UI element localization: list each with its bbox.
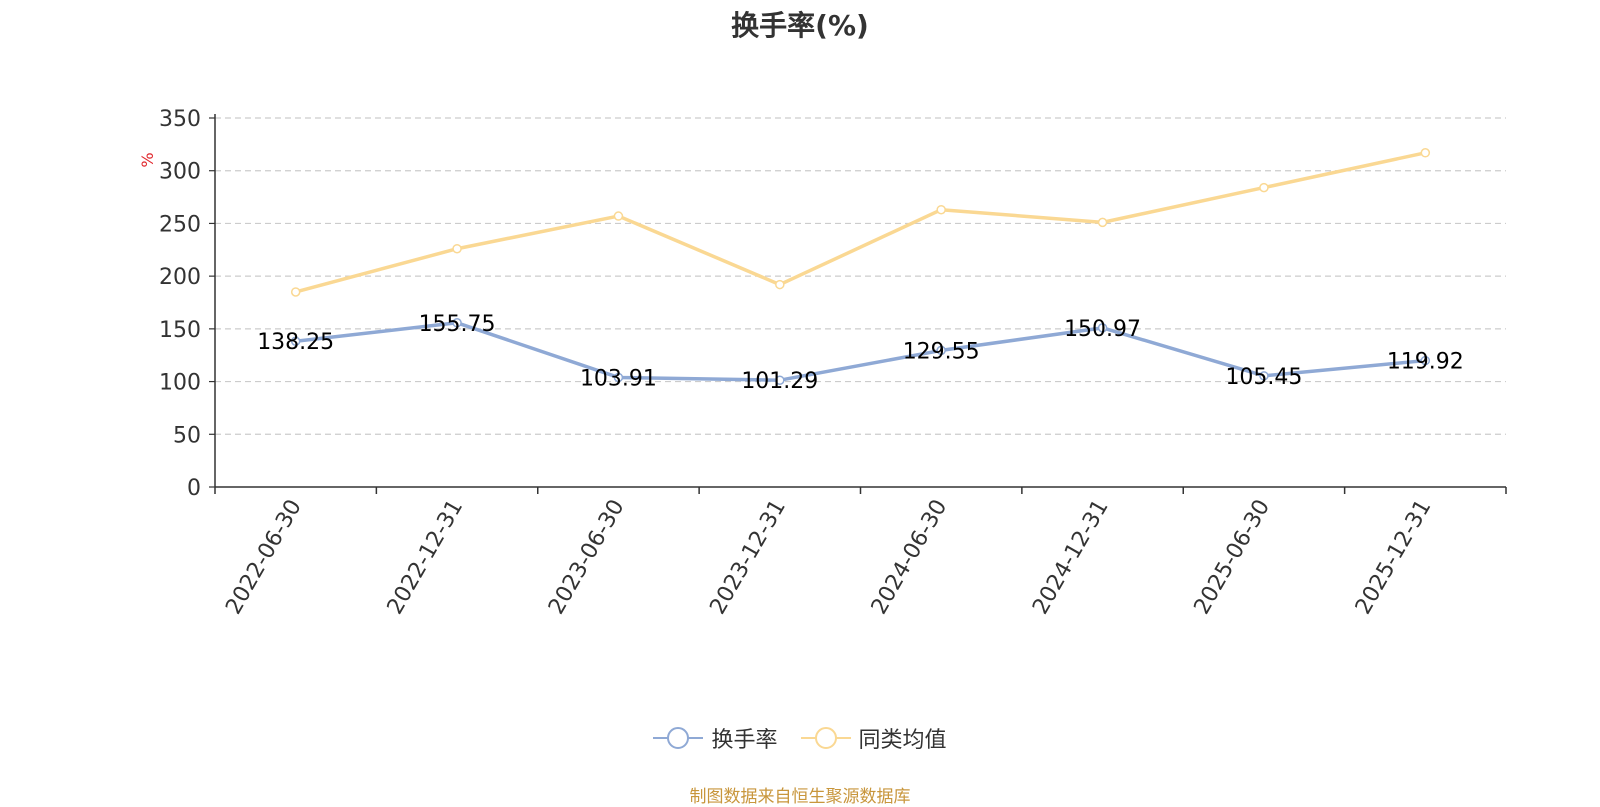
data-label: 129.55 [903,339,980,364]
data-label: 150.97 [1064,317,1141,342]
series-line-2 [295,151,1426,294]
line-chart: 0 50 100 150 200 250 300 350% 2022-06-30 2022-12-… [138,107,1507,619]
x-tick-label: 2024-06-30 [867,496,953,619]
data-point-series-1 [290,336,301,346]
data-label: 138.25 [257,330,334,355]
legend-item-series-2[interactable]: 同类均值 [800,722,947,754]
data-point-series-1 [1259,371,1269,381]
legend-label-series-2: 同类均值 [858,728,947,753]
legend-label-series-1: 换手率 [711,728,778,753]
y-tick-label: 250 [159,212,201,237]
legend-item-series-1[interactable]: 换手率 [653,722,778,754]
x-tick-label: 2025-06-30 [1190,496,1276,619]
x-tick-label: 2023-12-31 [705,496,791,619]
y-tick-label: 200 [159,265,201,290]
x-tick-label: 2025-12-31 [1351,496,1437,619]
y-tick-label: 300 [159,160,201,185]
y-axis-unit-label: % [138,152,157,167]
data-point-series-1 [1420,355,1431,366]
data-label: 119.92 [1387,350,1464,375]
data-point-series-2 [290,287,301,297]
data-point-series-2 [1259,182,1269,193]
series-line-1 [295,321,1426,382]
y-tick-label: 350 [159,107,201,132]
data-point-series-2 [775,279,785,290]
source-note: 制图数据来自恒生聚源数据库 [689,787,911,807]
y-tick-label: 100 [159,371,201,396]
x-tick-label: 2024-12-31 [1028,496,1114,619]
chart-title: 换手率(%) [731,9,869,42]
data-point-series-1 [775,375,785,385]
data-point-series-2 [452,243,462,254]
data-point-series-1 [452,318,462,328]
x-tick-label: 2023-06-30 [544,496,630,619]
data-point-series-1 [936,345,946,356]
legend-line-circle-icon [800,727,851,749]
x-tick-label: 2022-06-30 [221,496,307,619]
data-point-series-2 [936,204,946,215]
x-tick-label: 2022-12-31 [383,496,469,619]
data-point-series-2 [1097,217,1108,228]
data-label: 101.29 [741,369,818,394]
y-tick-label: 150 [159,318,201,343]
data-label: 103.91 [580,366,657,391]
y-tick-label: 0 [187,476,201,501]
legend-line-circle-icon [653,727,704,749]
data-label: 105.45 [1225,365,1302,390]
data-point-series-1 [613,372,624,383]
legend: 换手率 同类均值 [0,722,1600,757]
data-point-series-2 [613,211,624,221]
data-point-series-1 [1097,323,1108,333]
data-label: 155.75 [419,312,496,337]
y-tick-label: 50 [173,423,201,448]
data-point-series-2 [1420,148,1431,158]
